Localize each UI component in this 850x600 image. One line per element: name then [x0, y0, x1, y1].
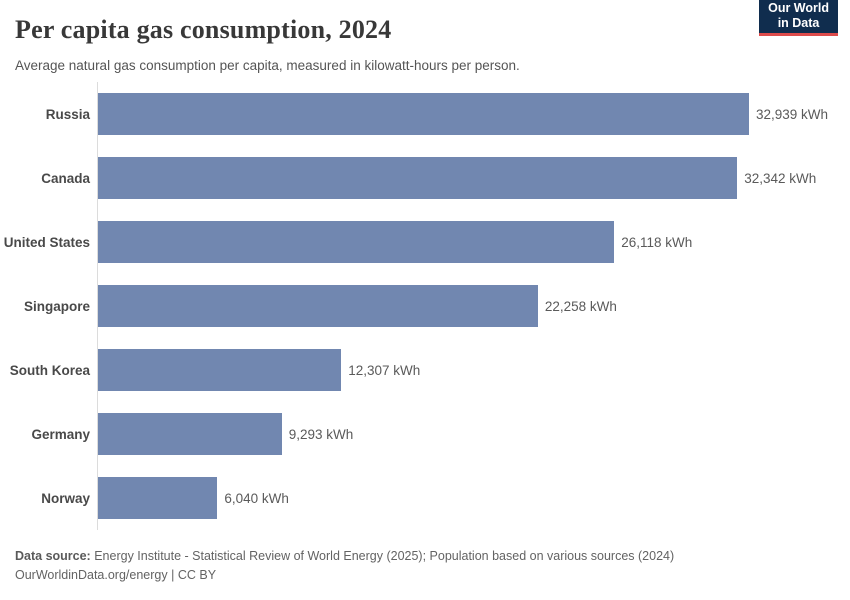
category-label: Russia — [45, 106, 90, 122]
bar-zone: 9,293 kWh — [97, 402, 850, 466]
value-label: 22,258 kWh — [544, 298, 617, 314]
bar-chart: Russia 32,939 kWh Canada 32,342 kWh Unit… — [0, 82, 850, 530]
chart-subtitle: Average natural gas consumption per capi… — [15, 58, 520, 73]
bar-row: Singapore 22,258 kWh — [0, 274, 850, 338]
bar-row: Germany 9,293 kWh — [0, 402, 850, 466]
owid-logo[interactable]: Our World in Data — [759, 0, 838, 36]
bar-row: Russia 32,939 kWh — [0, 82, 850, 146]
category-label: Norway — [41, 490, 90, 506]
bar[interactable] — [98, 157, 738, 199]
value-label: 9,293 kWh — [288, 426, 354, 442]
bar[interactable] — [98, 93, 749, 135]
bar[interactable] — [98, 349, 342, 391]
owid-logo-line2: in Data — [777, 16, 820, 30]
value-label: 32,939 kWh — [756, 106, 829, 122]
bar-zone: 32,342 kWh — [97, 146, 850, 210]
source-label: Data source: — [15, 549, 91, 563]
license-text: CC BY — [177, 568, 217, 582]
bar-zone: 12,307 kWh — [97, 338, 850, 402]
chart-footer: Data source: Energy Institute - Statisti… — [15, 547, 835, 585]
owid-logo-line1: Our World — [768, 1, 829, 15]
value-label: 6,040 kWh — [224, 490, 289, 506]
bar[interactable] — [98, 413, 282, 455]
category-label: Singapore — [23, 298, 90, 314]
bar-row: Canada 32,342 kWh — [0, 146, 850, 210]
bar[interactable] — [98, 285, 538, 327]
value-label: 26,118 kWh — [621, 234, 693, 250]
category-label: United States — [3, 234, 90, 250]
bar-zone: 26,118 kWh — [97, 210, 850, 274]
bar-row: Norway 6,040 kWh — [0, 466, 850, 530]
owid-url-link[interactable]: OurWorldinData.org/energy — [15, 568, 168, 582]
bar-zone: 6,040 kWh — [97, 466, 850, 530]
bar-row: South Korea 12,307 kWh — [0, 338, 850, 402]
chart-title: Per capita gas consumption, 2024 — [15, 15, 392, 44]
license-separator: | — [167, 568, 178, 582]
footer-link-line: OurWorldinData.org/energy | CC BY — [15, 566, 835, 585]
category-label: Germany — [31, 426, 90, 442]
source-text: Energy Institute - Statistical Review of… — [90, 549, 675, 563]
bar[interactable] — [98, 221, 615, 263]
value-label: 32,342 kWh — [744, 170, 817, 186]
category-label: Canada — [41, 170, 90, 186]
footer-source-line: Data source: Energy Institute - Statisti… — [15, 547, 835, 566]
chart-header: Per capita gas consumption, 2024 Average… — [15, 0, 838, 75]
category-label: South Korea — [9, 362, 90, 378]
y-axis-line — [97, 82, 98, 530]
bar[interactable] — [98, 477, 218, 519]
value-label: 12,307 kWh — [348, 362, 421, 378]
bar-rows-container: Russia 32,939 kWh Canada 32,342 kWh Unit… — [0, 82, 850, 530]
bar-row: United States 26,118 kWh — [0, 210, 850, 274]
bar-zone: 32,939 kWh — [97, 82, 850, 146]
bar-zone: 22,258 kWh — [97, 274, 850, 338]
